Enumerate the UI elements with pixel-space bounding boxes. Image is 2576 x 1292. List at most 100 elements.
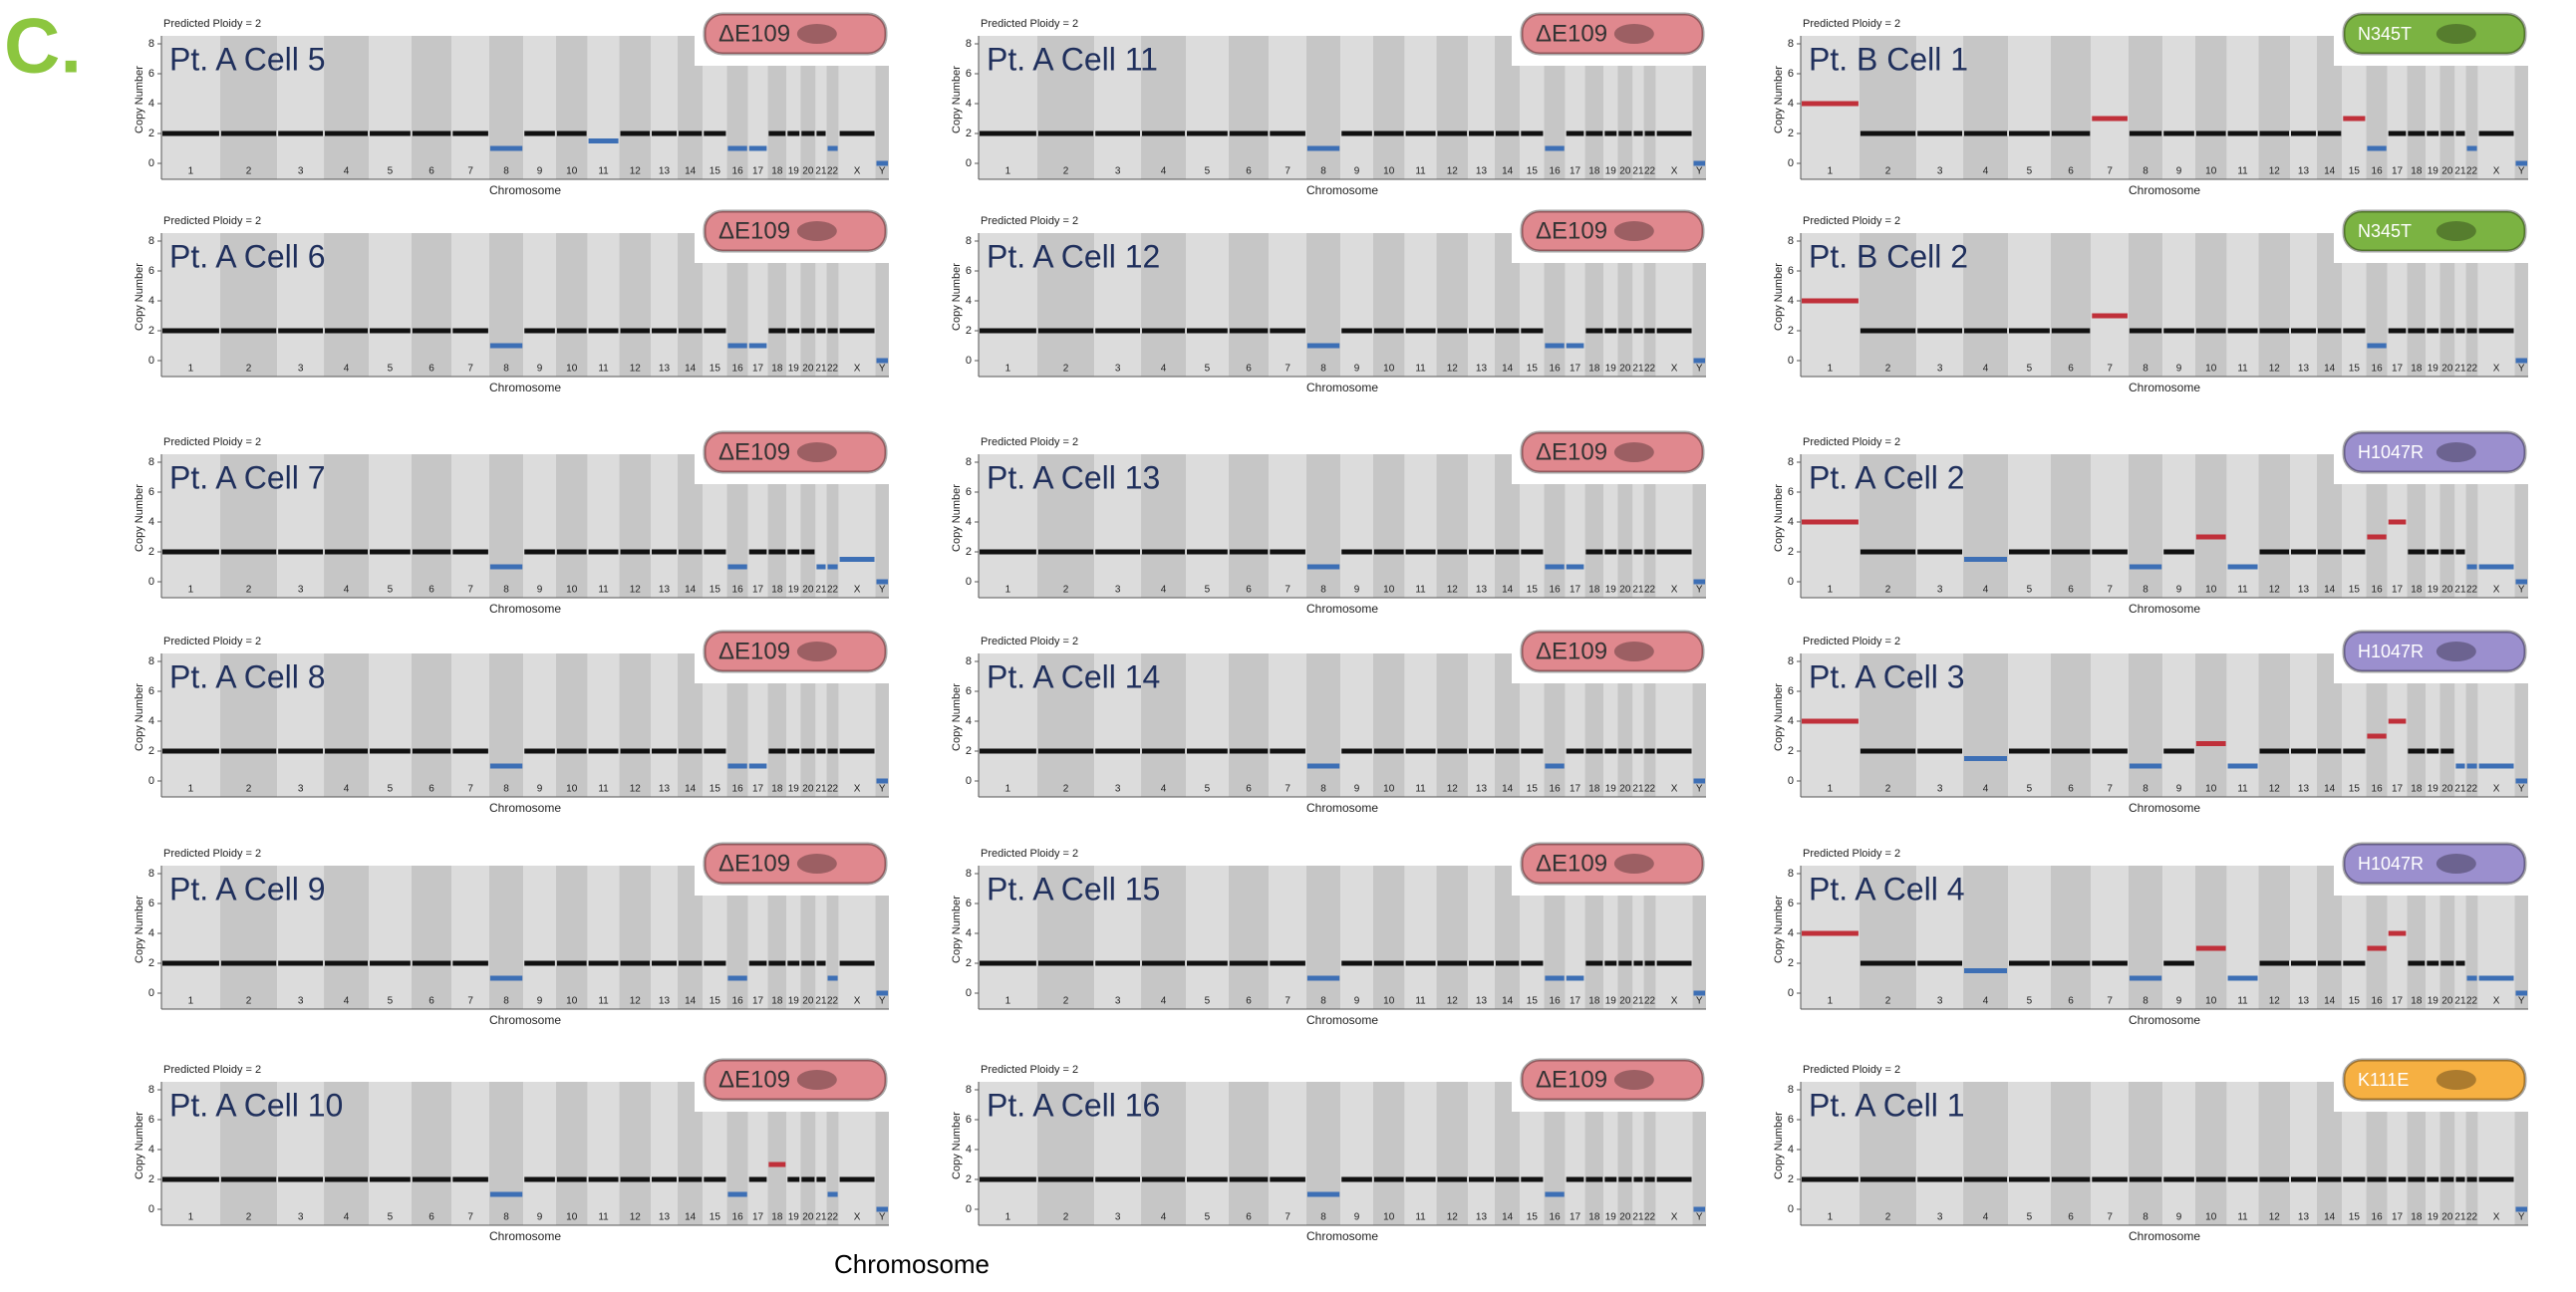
- x-tick-label: 3: [1937, 784, 1943, 795]
- y-tick-label: 4: [966, 927, 972, 939]
- y-axis-label: Copy Number: [134, 1112, 145, 1179]
- x-tick-label: 19: [1605, 1212, 1617, 1223]
- mutation-label: ΔE109: [718, 438, 790, 465]
- chromosome-band: [620, 653, 651, 797]
- x-tick-label: 10: [2205, 996, 2217, 1007]
- panel: 12345678910111213141516171819202122XY024…: [1773, 840, 2529, 1027]
- y-tick-label: 2: [1788, 957, 1794, 969]
- chromosome-band: [369, 866, 412, 1009]
- x-tick-label: 1: [1005, 364, 1011, 375]
- chromosome-band: [620, 454, 651, 598]
- x-tick-label: 21: [2454, 996, 2466, 1007]
- x-tick-label: Y: [2518, 364, 2525, 375]
- y-tick-label: 6: [148, 486, 154, 498]
- panel-title: Pt. A Cell 2: [1809, 459, 1965, 495]
- chromosome-band: [412, 653, 451, 797]
- chromosome-band: [651, 36, 678, 179]
- ploidy-label: Predicted Ploidy = 2: [163, 848, 261, 860]
- x-tick-label: 6: [2068, 1212, 2074, 1223]
- x-tick-label: 1: [188, 784, 194, 795]
- x-axis-label: Chromosome: [489, 183, 561, 197]
- x-tick-label: 5: [1205, 585, 1211, 596]
- chromosome-band: [2129, 653, 2162, 797]
- x-tick-label: 6: [429, 364, 434, 375]
- y-tick-label: 4: [148, 98, 154, 110]
- x-tick-label: 2: [1885, 364, 1891, 375]
- panel: 12345678910111213141516171819202122XY024…: [951, 207, 1707, 394]
- y-axis-label: Copy Number: [1773, 1112, 1785, 1179]
- figure-label: C.: [4, 2, 82, 90]
- x-tick-label: X: [854, 996, 861, 1007]
- y-tick-label: 4: [1788, 927, 1794, 939]
- chromosome-band: [412, 1082, 451, 1225]
- x-tick-label: 18: [1588, 166, 1600, 177]
- y-tick-label: 8: [966, 235, 972, 247]
- panel: 12345678910111213141516171819202122XY024…: [951, 10, 1707, 197]
- x-tick-label: 4: [1161, 784, 1167, 795]
- chromosome-band: [1373, 233, 1405, 377]
- x-tick-label: 22: [827, 1212, 839, 1223]
- x-tick-label: 3: [1937, 1212, 1943, 1223]
- chromosome-band: [1373, 653, 1405, 797]
- x-tick-label: 14: [2324, 585, 2336, 596]
- chromosome-band: [1437, 454, 1468, 598]
- y-tick-label: 4: [966, 715, 972, 727]
- badge-core: [1614, 442, 1654, 462]
- x-tick-label: 10: [2205, 1212, 2217, 1223]
- y-tick-label: 0: [148, 576, 154, 588]
- x-tick-label: 17: [1570, 784, 1581, 795]
- y-tick-label: 0: [1788, 987, 1794, 999]
- x-tick-label: 7: [2107, 996, 2113, 1007]
- mutation-label: ΔE109: [718, 638, 790, 664]
- x-tick-label: 14: [1502, 784, 1514, 795]
- x-tick-label: 17: [752, 784, 764, 795]
- x-tick-label: 9: [2176, 585, 2182, 596]
- x-tick-label: 16: [1550, 1212, 1562, 1223]
- chromosome-band: [588, 233, 620, 377]
- badge-core: [797, 221, 837, 241]
- x-axis-label: Chromosome: [1306, 1013, 1378, 1027]
- chromosome-band: [1373, 454, 1405, 598]
- y-axis-label: Copy Number: [134, 66, 145, 133]
- chromosome-band: [523, 233, 556, 377]
- y-tick-label: 8: [966, 1084, 972, 1096]
- x-tick-label: 22: [2466, 585, 2478, 596]
- y-tick-label: 6: [966, 898, 972, 909]
- x-tick-label: 3: [298, 996, 304, 1007]
- x-tick-label: 18: [2411, 364, 2423, 375]
- y-axis-label: Copy Number: [951, 683, 963, 751]
- x-tick-label: 4: [344, 1212, 350, 1223]
- chromosome-band: [1468, 454, 1495, 598]
- chromosome-band: [2129, 1082, 2162, 1225]
- panel: 12345678910111213141516171819202122XY024…: [134, 207, 890, 394]
- y-axis-label: Copy Number: [1773, 683, 1785, 751]
- chromosome-band: [2091, 866, 2129, 1009]
- x-tick-label: 18: [771, 585, 783, 596]
- x-tick-label: Y: [2518, 996, 2525, 1007]
- x-tick-label: 3: [1937, 166, 1943, 177]
- x-tick-label: 20: [1619, 996, 1631, 1007]
- panel-title: Pt. A Cell 15: [987, 871, 1160, 906]
- mutation-label: ΔE109: [718, 20, 790, 47]
- x-axis-label: Chromosome: [2129, 602, 2200, 616]
- chromosome-band: [2008, 233, 2051, 377]
- x-tick-label: 15: [710, 364, 721, 375]
- x-tick-label: 21: [2454, 585, 2466, 596]
- x-tick-label: 7: [1285, 364, 1290, 375]
- x-tick-label: 22: [1644, 364, 1656, 375]
- chromosome-band: [1269, 653, 1306, 797]
- chromosome-band: [1229, 1082, 1269, 1225]
- y-tick-label: 6: [1788, 1114, 1794, 1126]
- badge-core: [797, 1070, 837, 1090]
- chromosome-band: [1306, 653, 1340, 797]
- x-tick-label: 17: [1570, 364, 1581, 375]
- chromosome-band: [2259, 36, 2290, 179]
- chromosome-band: [1186, 233, 1229, 377]
- y-tick-label: 0: [966, 355, 972, 367]
- chromosome-band: [1269, 454, 1306, 598]
- chromosome-band: [2091, 233, 2129, 377]
- x-tick-label: Y: [2518, 166, 2525, 177]
- chromosome-band: [1963, 454, 2008, 598]
- x-tick-label: 20: [2441, 996, 2453, 1007]
